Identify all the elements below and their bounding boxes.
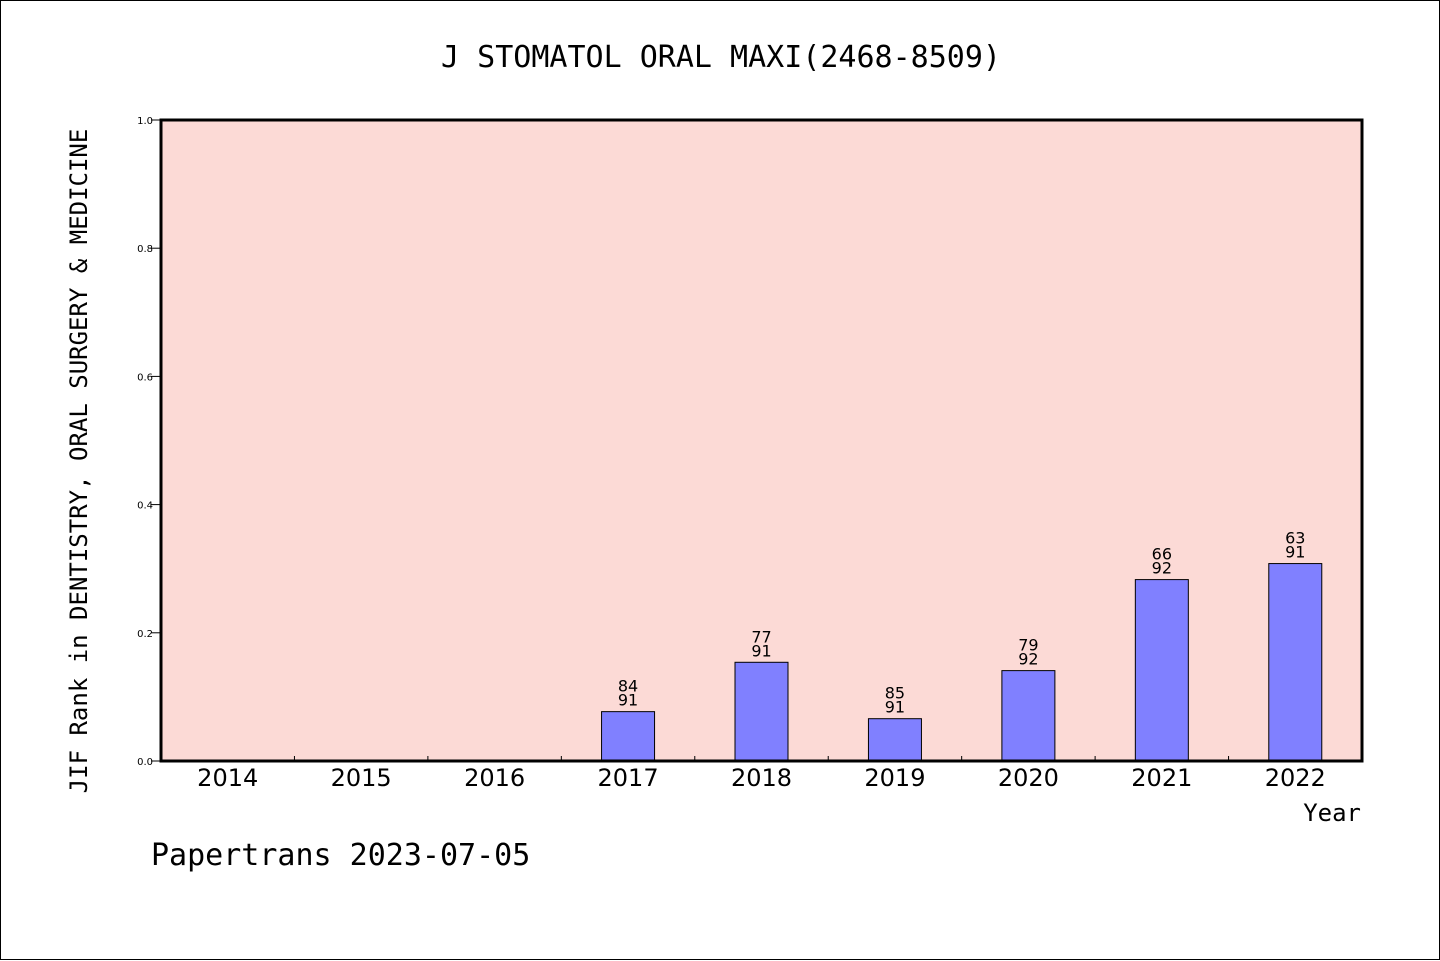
bar-label-top-2017: 84 <box>618 677 638 696</box>
bar-label-bottom-2019: 91 <box>885 698 905 717</box>
chart-title: J STOMATOL ORAL MAXI(2468-8509) <box>441 40 1001 75</box>
bar-2020 <box>1001 670 1056 762</box>
bar-label-bottom-2018: 91 <box>751 641 771 660</box>
bar-2018 <box>734 661 789 762</box>
bar-label-bottom-2022: 91 <box>1285 543 1305 562</box>
x-tick-label-2022: 2022 <box>1265 764 1326 792</box>
x-tick-label-2018: 2018 <box>731 764 792 792</box>
x-tick-label-2016: 2016 <box>464 764 525 792</box>
y-axis-label: JIF Rank in DENTISTRY, ORAL SURGERY & ME… <box>65 129 93 794</box>
bar-label-bottom-2017: 91 <box>618 691 638 710</box>
bar-2021 <box>1134 579 1189 762</box>
y-tick-label-2: 0.4 <box>137 501 153 512</box>
y-tick-label-5: 1.0 <box>137 116 153 127</box>
x-tick-label-2014: 2014 <box>197 764 258 792</box>
x-axis-ticks: 2014 2015 2016 2017 2018 2019 2020 2021 2022 <box>197 756 1326 792</box>
x-tick-label-2019: 2019 <box>864 764 925 792</box>
footer-watermark: Papertrans 2023-07-05 <box>151 838 530 873</box>
y-axis-ticks: 0.0 0.2 0.4 0.6 0.8 1.0 <box>137 116 161 768</box>
bar-label-top-2019: 85 <box>885 684 905 703</box>
bar-label-top-2018: 77 <box>751 627 771 646</box>
plot-border <box>159 118 1364 763</box>
x-tick-label-2020: 2020 <box>998 764 1059 792</box>
y-tick-label-4: 0.8 <box>137 244 153 255</box>
x-tick-label-2017: 2017 <box>598 764 659 792</box>
x-axis-label: Year <box>1303 799 1361 827</box>
bar-2017 <box>601 711 656 762</box>
bar-label-bottom-2021: 92 <box>1152 559 1172 578</box>
bar-label-top-2020: 79 <box>1018 636 1038 655</box>
y-tick-label-3: 0.6 <box>137 372 153 383</box>
bars-layer <box>601 563 1323 762</box>
bar-2022 <box>1268 563 1323 762</box>
bar-label-top-2022: 63 <box>1285 529 1305 548</box>
y-tick-label-1: 0.2 <box>137 629 153 640</box>
bar-2019 <box>867 718 922 762</box>
x-tick-label-2015: 2015 <box>331 764 392 792</box>
y-tick-label-0: 0.0 <box>137 757 153 768</box>
bar-label-top-2021: 66 <box>1152 545 1172 564</box>
bar-label-bottom-2020: 92 <box>1018 650 1038 669</box>
x-tick-label-2021: 2021 <box>1131 764 1192 792</box>
